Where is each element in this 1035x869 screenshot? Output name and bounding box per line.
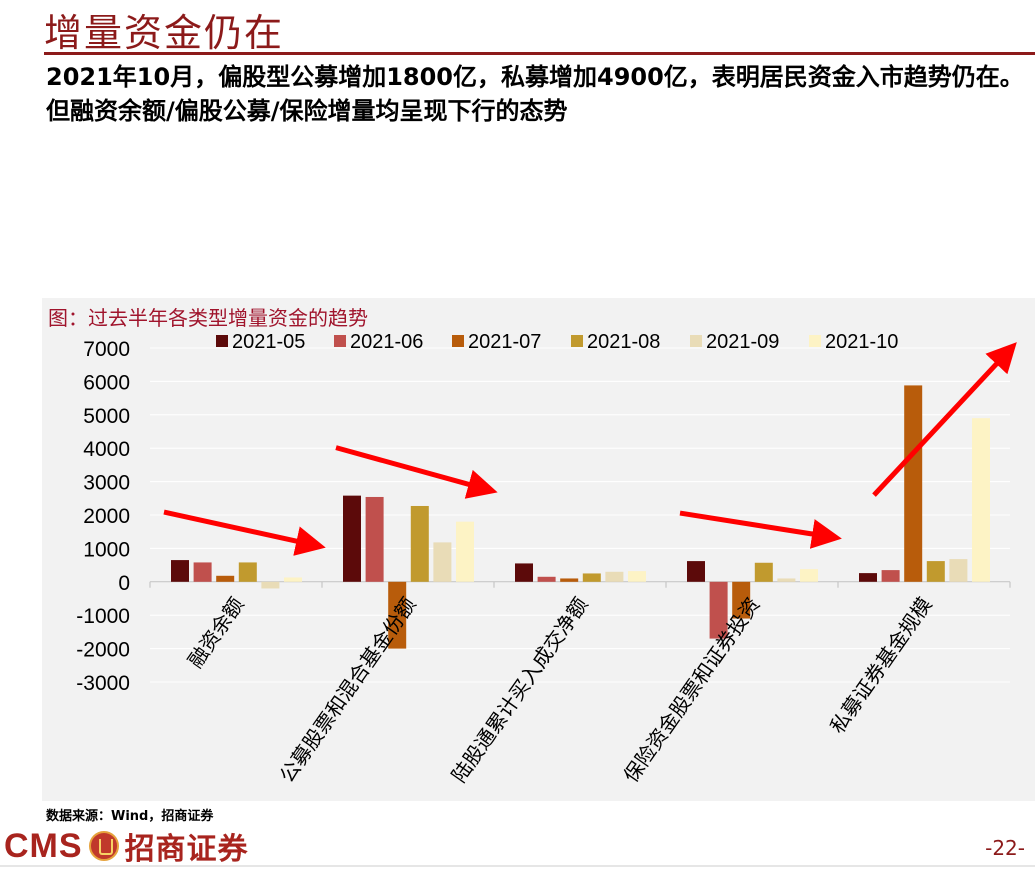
legend-label: 2021-07	[468, 331, 541, 353]
bar	[904, 385, 923, 582]
bar	[972, 418, 990, 582]
y-tick-label: 3000	[83, 472, 130, 495]
bar	[560, 578, 579, 582]
legend-swatch	[452, 335, 464, 347]
y-tick-label: 7000	[83, 338, 130, 361]
bar	[515, 563, 533, 582]
logo-cn-text: 招商证券	[124, 832, 249, 867]
page-number: -22-	[985, 836, 1025, 860]
trend-arrow	[335, 445, 498, 499]
source-note: 数据来源：Wind，招商证券	[46, 809, 214, 824]
y-tick-label: -2000	[76, 639, 130, 662]
bar	[216, 575, 235, 582]
y-tick-label: 1000	[83, 538, 130, 561]
bar	[732, 581, 751, 619]
trend-arrows	[163, 342, 1017, 556]
footer-divider	[0, 865, 1035, 867]
bar	[537, 576, 556, 582]
bar	[605, 571, 624, 582]
bar	[193, 562, 212, 582]
bar	[754, 562, 773, 582]
y-tick-label: 2000	[83, 505, 130, 528]
bar	[343, 495, 361, 582]
y-tick-label: -1000	[76, 605, 130, 628]
x-category-label: 融资余额	[183, 593, 249, 672]
bar	[582, 573, 601, 582]
legend-swatch	[690, 335, 702, 347]
y-tick-label: 5000	[83, 405, 130, 428]
legend-label: 2021-10	[825, 331, 898, 353]
bar	[238, 562, 257, 582]
gridlines	[149, 347, 1011, 683]
bar	[881, 570, 900, 582]
logo-emblem-icon	[88, 831, 119, 861]
legend-label: 2021-08	[587, 331, 660, 353]
legend: 2021-05 2021-06 2021-07 2021-08 2021-09 2021-…	[216, 331, 898, 353]
bar	[365, 496, 384, 582]
bar	[949, 559, 968, 582]
bar	[777, 578, 796, 582]
bar	[926, 561, 945, 582]
trend-arrow	[872, 342, 1017, 497]
legend-swatch	[216, 335, 228, 347]
company-logo: CMS 招商证券	[4, 826, 249, 868]
x-category-label: 私募证券基金规模	[825, 593, 936, 738]
y-tick-label: 0	[118, 572, 130, 595]
bars	[171, 385, 990, 649]
y-tick-label: 6000	[83, 371, 130, 394]
legend-label: 2021-05	[232, 331, 305, 353]
legend-label: 2021-09	[706, 331, 779, 353]
legend-swatch	[334, 335, 346, 347]
chart-title: 图：过去半年各类型增量资金的趋势	[48, 306, 368, 330]
bar	[859, 573, 877, 582]
legend-swatch	[571, 335, 583, 347]
legend-swatch	[809, 335, 821, 347]
x-category-label: 陆股通累计买入成交净额	[447, 593, 593, 787]
bar	[628, 571, 646, 582]
bar	[284, 577, 302, 582]
bar	[261, 581, 280, 589]
logo-cms-text: CMS	[4, 826, 83, 865]
bar	[171, 560, 189, 582]
bar	[456, 521, 474, 582]
bar	[388, 581, 407, 649]
bar	[800, 569, 818, 582]
x-axis-categories: 融资余额 公募股票和混合基金份额 陆股通累计买入成交净额 保险资金股票和证券投资 私募证…	[183, 593, 937, 787]
x-category-label: 保险资金股票和证券投资	[619, 593, 765, 787]
page-subtitle: 2021年10月，偏股型公募增加1800亿，私募增加4900亿，表明居民资金入市…	[46, 63, 1024, 125]
trend-arrow	[163, 509, 326, 556]
y-tick-label: 4000	[83, 438, 130, 461]
trend-arrow	[679, 510, 842, 549]
page-title: 增量资金仍在	[44, 11, 285, 55]
bar	[687, 561, 705, 582]
y-axis-ticks: 7000 6000 5000 4000 3000 2000 1000 0 -1000 -2000 -…	[76, 338, 130, 695]
title-divider	[44, 52, 1035, 55]
y-tick-label: -3000	[76, 672, 130, 695]
bar	[433, 542, 452, 582]
legend-label: 2021-06	[350, 331, 423, 353]
bar	[410, 505, 429, 582]
x-category-label: 公募股票和混合基金份额	[275, 593, 421, 787]
bar	[709, 581, 728, 639]
